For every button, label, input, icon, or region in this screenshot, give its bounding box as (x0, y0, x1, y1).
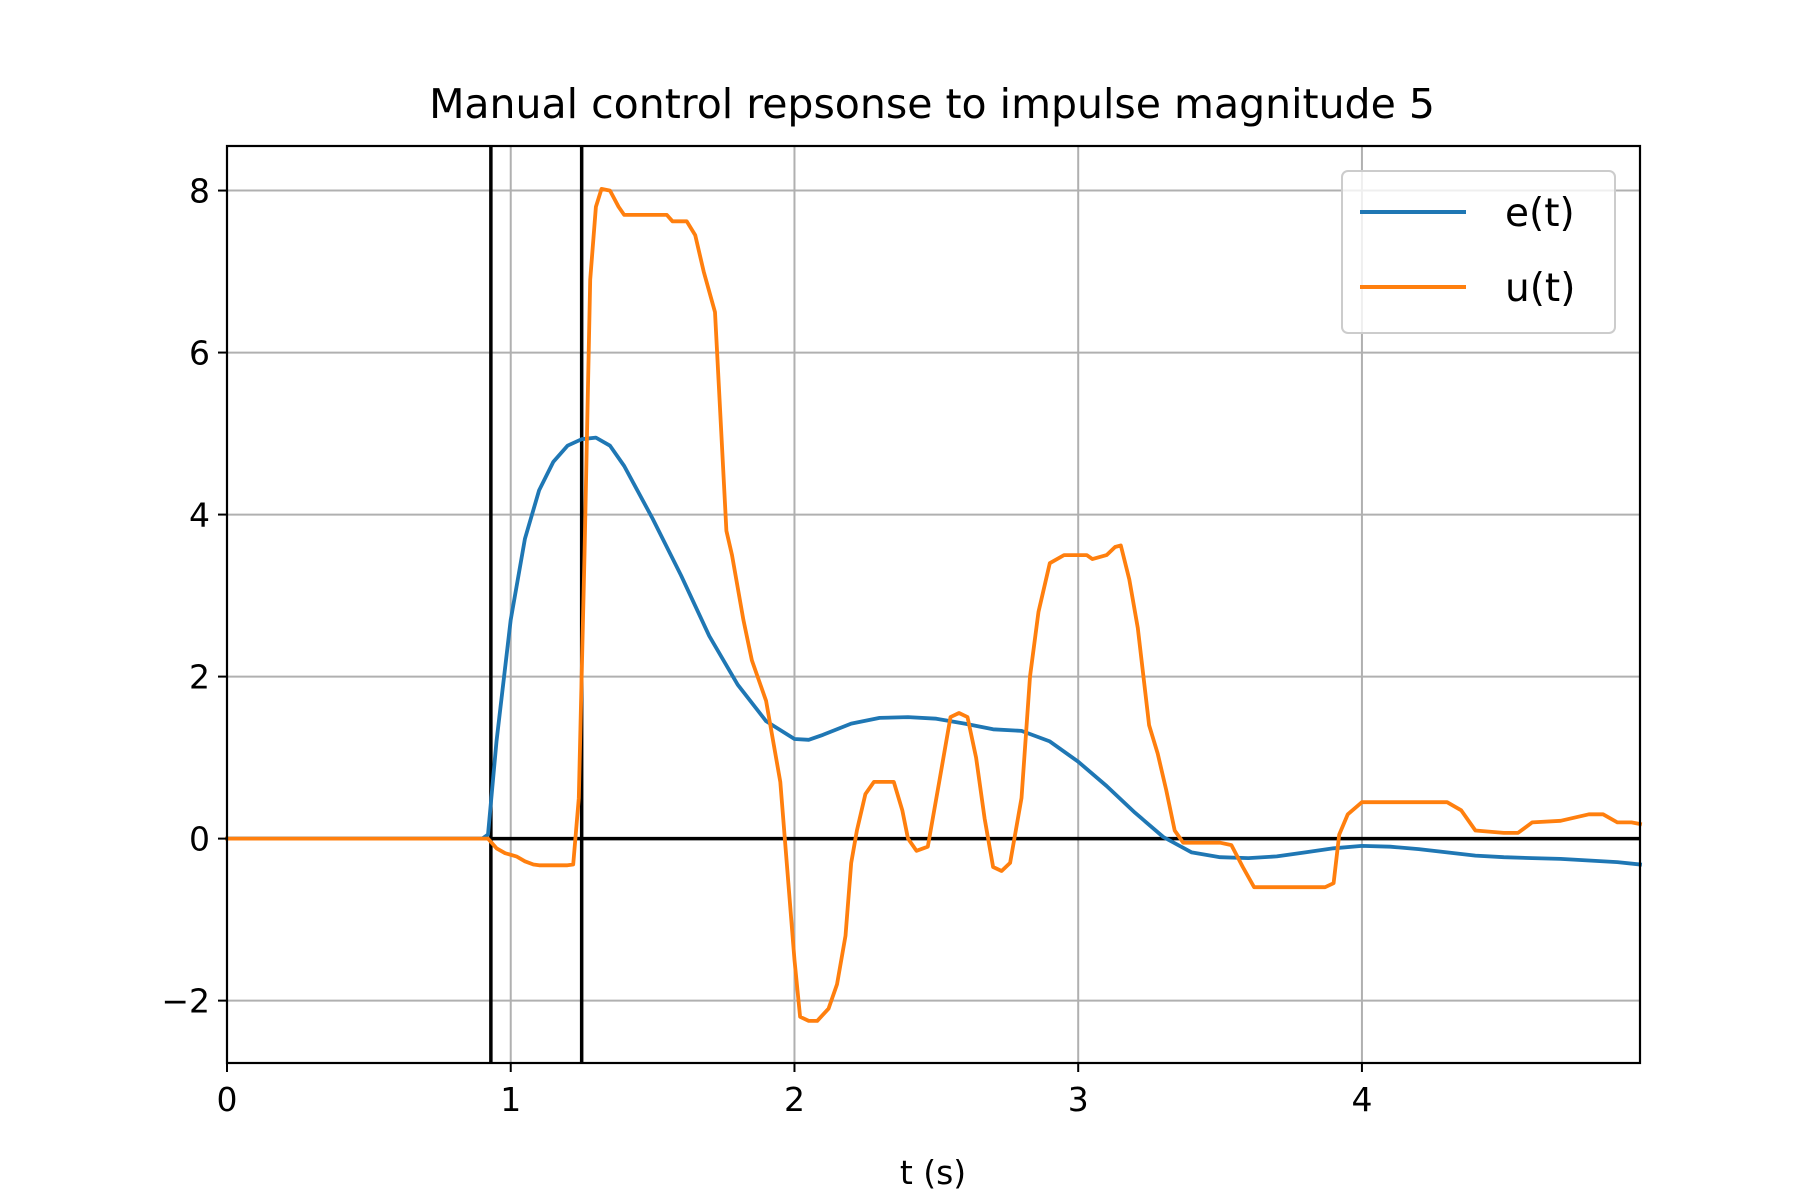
x-tick-label: 1 (500, 1080, 521, 1119)
x-tick-label: 0 (217, 1080, 238, 1119)
chart-title: Manual control repsonse to impulse magni… (429, 80, 1435, 128)
series-line-1 (225, 186, 1643, 1023)
y-tick-label: 6 (189, 334, 210, 373)
y-tick-label: 8 (189, 172, 210, 211)
y-axis-ticks: −2 0 2 4 6 8 (161, 172, 227, 1021)
x-tick-label: 3 (1068, 1080, 1089, 1119)
x-tick-label: 4 (1351, 1080, 1372, 1119)
series-line-0 (225, 435, 1643, 867)
x-axis-label: t (s) (900, 1153, 966, 1192)
plot-lines (225, 186, 1643, 1023)
y-tick-label: −2 (161, 982, 210, 1021)
x-tick-label: 2 (784, 1080, 805, 1119)
legend: e(t) u(t) (1341, 170, 1616, 334)
legend-label-1: u(t) (1505, 266, 1575, 311)
y-tick-label: 4 (189, 496, 210, 535)
y-tick-label: 2 (189, 658, 210, 697)
plot-frame (225, 144, 1642, 1065)
legend-label-0: e(t) (1505, 191, 1575, 236)
x-axis-ticks: 0 1 2 3 4 (217, 1063, 1372, 1119)
y-tick-label: 0 (189, 820, 210, 859)
